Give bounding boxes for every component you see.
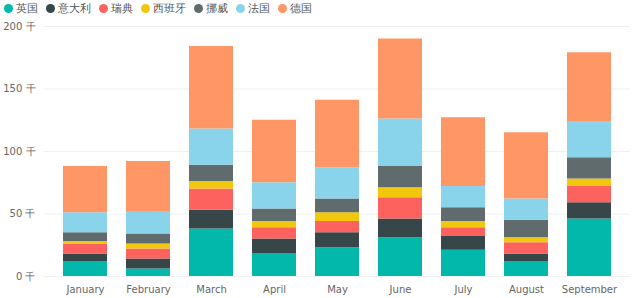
svg-text:50 千: 50 千 (10, 208, 36, 219)
html-text:西班牙: 西班牙 (153, 1, 186, 15)
html-text:英国: 英国 (16, 1, 38, 15)
svg-text:June: June (389, 284, 412, 295)
html-text:德国: 德国 (290, 1, 312, 15)
html-text:意大利: 意大利 (58, 1, 91, 15)
svg-text:January: January (66, 284, 105, 295)
svg-text:150 千: 150 千 (3, 83, 35, 94)
html-text:法国: 法国 (248, 1, 270, 15)
html-text:挪威: 挪威 (206, 1, 228, 15)
svg-text:March: March (196, 284, 226, 295)
svg-text:September: September (562, 284, 618, 295)
svg-text:May: May (327, 284, 348, 295)
svg-text:July: July (454, 284, 473, 295)
svg-text:April: April (263, 284, 286, 295)
svg-text:0 千: 0 千 (16, 271, 36, 282)
svg-text:200 千: 200 千 (3, 21, 35, 32)
svg-text:100 千: 100 千 (3, 146, 35, 157)
svg-text:February: February (126, 284, 170, 295)
html-text:瑞典: 瑞典 (111, 1, 133, 15)
svg-text:August: August (509, 284, 544, 295)
